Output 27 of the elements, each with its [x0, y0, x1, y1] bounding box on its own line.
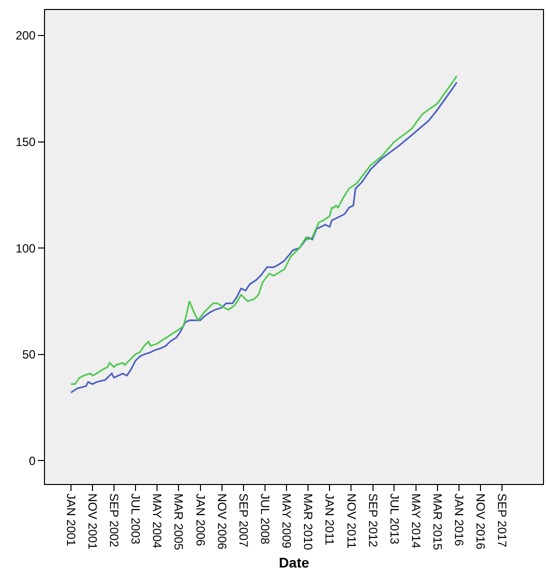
y-tick-label: 200 — [16, 28, 36, 43]
x-tick-label: JAN 2001 — [64, 493, 78, 546]
x-tick-label: JUL 2008 — [258, 493, 272, 545]
x-tick-label: SEP 2007 — [236, 493, 250, 548]
x-tick-label: JAN 2011 — [322, 493, 337, 546]
x-tick-label: NOV 2006 — [214, 493, 229, 550]
y-tick-label: 150 — [16, 134, 36, 149]
x-tick-label: JAN 2016 — [452, 493, 466, 546]
x-tick-label: MAR 2005 — [172, 493, 186, 550]
x-tick-label: NOV 2001 — [86, 493, 100, 550]
y-tick-label: 100 — [16, 241, 36, 256]
x-tick-label: MAR 2010 — [301, 493, 316, 550]
y-tick-label: 50 — [22, 348, 36, 362]
x-tick-label: JAN 2006 — [193, 493, 208, 546]
x-tick-label: NOV 2011 — [344, 493, 358, 549]
x-tick-label: MAR 2015 — [430, 493, 444, 550]
x-tick-label: MAY 2009 — [280, 493, 294, 549]
x-tick-label: JUL 2003 — [128, 493, 143, 545]
x-tick-label: MAY 2004 — [150, 493, 164, 549]
x-axis-title: Date — [278, 554, 310, 571]
x-tick-label: SEP 2017 — [495, 493, 510, 548]
x-tick-label: JUL 2013 — [387, 493, 402, 545]
y-tick-label: 0 — [28, 454, 36, 468]
x-tick-label: MAY 2014 — [408, 493, 423, 549]
x-tick-label: SEP 2002 — [107, 493, 122, 548]
x-tick-label: NOV 2016 — [474, 493, 488, 550]
x-tick-label: SEP 2012 — [366, 493, 380, 548]
